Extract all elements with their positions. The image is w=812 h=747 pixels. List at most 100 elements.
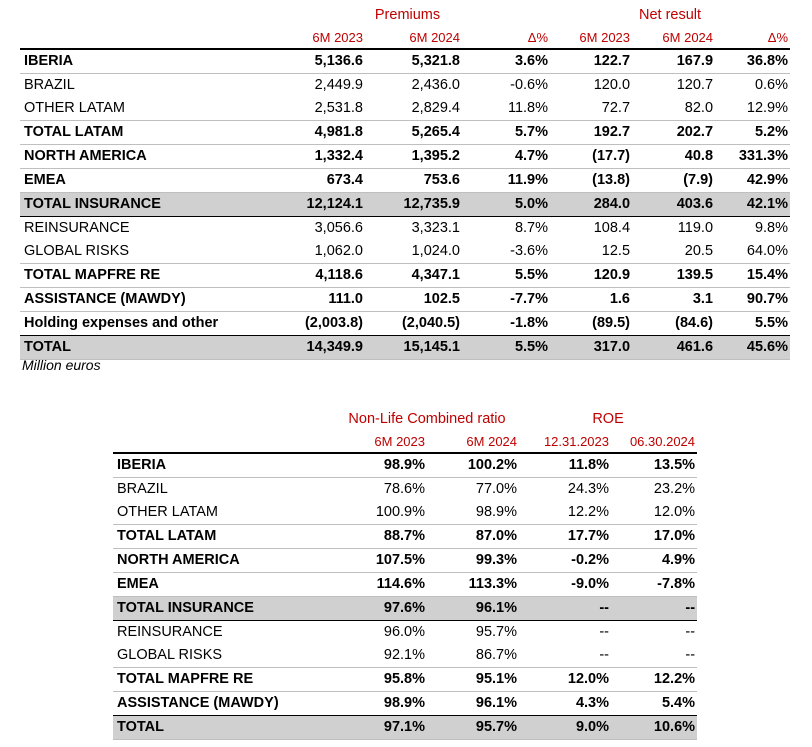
cell-prem-2024: 3,323.1 — [411, 220, 460, 236]
cell-roe-2024: -- — [611, 596, 698, 621]
cell-roe-2023: 9.0% — [519, 715, 612, 740]
cell-net-delta: 0.6% — [754, 77, 789, 93]
cell-cr-2023: 114.6% — [335, 572, 427, 597]
cell-prem-2023: 3,056.6 — [314, 220, 363, 236]
table2-col-header-cr-2023: 6M 2023 — [335, 430, 427, 454]
cell-net-2023: 120.9 — [550, 263, 633, 288]
cell-prem-2023: 4,981.8 — [265, 120, 365, 145]
table-row: EMEA 673.4 753.6 11.9% (13.8) (7.9) 42.9% — [20, 168, 791, 193]
cell-roe-2024: 17.0% — [611, 524, 698, 549]
cell-cr-2024: 95.1% — [427, 667, 520, 692]
table-row: BRAZIL 78.6% 77.0% 24.3% 23.2% — [113, 478, 697, 502]
table1-body: IBERIA 5,136.6 5,321.8 3.6% 122.7 167.9 36.8% B… — [20, 49, 791, 360]
cell-cr-2023: 96.0% — [383, 624, 425, 640]
cell-cr-2024: 113.3% — [427, 572, 520, 597]
row-label: REINSURANCE — [117, 624, 223, 640]
table1-col-header-name — [20, 26, 265, 50]
cell-net-2023: 122.7 — [550, 49, 633, 74]
cell-prem-2023: 5,136.6 — [265, 49, 365, 74]
cell-roe-2023: -- — [599, 624, 610, 640]
cell-cr-2024: 99.3% — [427, 548, 520, 573]
cell-prem-2023: 4,118.6 — [265, 263, 365, 288]
cell-net-2023: 317.0 — [550, 335, 633, 360]
cell-cr-2024: 95.7% — [475, 624, 518, 640]
cell-cr-2024: 87.0% — [427, 524, 520, 549]
table-row: IBERIA 5,136.6 5,321.8 3.6% 122.7 167.9 36.8% — [20, 49, 791, 74]
row-label: REINSURANCE — [24, 220, 130, 236]
cell-roe-2024: 5.4% — [611, 691, 698, 716]
table2-head: Non-Life Combined ratio ROE 6M 2023 6M 202… — [113, 408, 698, 454]
cell-roe-2023: 24.3% — [567, 481, 610, 497]
cell-prem-delta: 5.5% — [462, 335, 551, 360]
cell-roe-2024: -- — [685, 624, 696, 640]
row-label: TOTAL — [20, 335, 265, 360]
cell-prem-2023: 1,062.0 — [265, 240, 365, 264]
row-label: ASSISTANCE (MAWDY) — [113, 691, 335, 716]
table2-group-header-roe: ROE — [592, 411, 624, 427]
cell-prem-delta: 3.6% — [462, 49, 551, 74]
cell-cr-2023: 97.6% — [335, 596, 427, 621]
cell-prem-2023: 14,349.9 — [265, 335, 365, 360]
table2-group-header-spacer — [113, 408, 335, 430]
cell-prem-delta: -1.8% — [462, 311, 551, 336]
cell-prem-2023: (2,003.8) — [265, 311, 365, 336]
cell-net-delta: 9.8% — [754, 220, 789, 236]
cell-roe-2023: -- — [519, 644, 612, 668]
cell-prem-delta: 11.9% — [462, 168, 551, 193]
cell-prem-delta: 8.7% — [514, 220, 549, 236]
cell-roe-2024: 23.2% — [653, 481, 696, 497]
table-row: OTHER LATAM 2,531.8 2,829.4 11.8% 72.7 82.0 12… — [20, 97, 791, 121]
table1-col-header-net-2023: 6M 2023 — [550, 26, 633, 50]
cell-prem-2023: 2,531.8 — [265, 97, 365, 121]
cell-prem-2024: 5,321.8 — [365, 49, 462, 74]
table-row: TOTAL MAPFRE RE 95.8% 95.1% 12.0% 12.2% — [113, 667, 698, 692]
cell-net-delta: 90.7% — [715, 287, 791, 312]
cell-prem-2024: 15,145.1 — [365, 335, 462, 360]
table-row: GLOBAL RISKS 1,062.0 1,024.0 -3.6% 12.5 20.5 6… — [20, 240, 791, 264]
row-label: IBERIA — [20, 49, 265, 74]
cell-prem-2024: 4,347.1 — [365, 263, 462, 288]
row-label: OTHER LATAM — [20, 97, 265, 121]
cell-net-2023: 12.5 — [550, 240, 633, 264]
cell-roe-2023: 11.8% — [519, 453, 612, 478]
cell-net-delta: 15.4% — [715, 263, 791, 288]
cell-net-2024: 403.6 — [632, 192, 716, 217]
cell-net-2024: 3.1 — [632, 287, 716, 312]
cell-roe-2024: -7.8% — [611, 572, 698, 597]
cell-cr-2024: 95.7% — [427, 715, 520, 740]
table1-group-header-row: Premiums Net result — [20, 4, 790, 26]
table-row: TOTAL LATAM 4,981.8 5,265.4 5.7% 192.7 202.7 5… — [20, 120, 791, 145]
row-label: BRAZIL — [24, 77, 75, 93]
cell-prem-delta: 5.5% — [462, 263, 551, 288]
cell-net-2024: 139.5 — [632, 263, 716, 288]
premiums-net-result-table: Premiums Net result 6M 2023 6M 2024 Δ% 6M 20… — [20, 4, 791, 360]
cell-net-2024: (84.6) — [632, 311, 716, 336]
row-label: EMEA — [113, 572, 335, 597]
cell-net-delta: 64.0% — [715, 240, 791, 264]
cell-cr-2024: 100.2% — [427, 453, 520, 478]
table2-col-header-roe-2024: 06.30.2024 — [611, 430, 698, 454]
cell-roe-2023: -9.0% — [519, 572, 612, 597]
row-label: TOTAL MAPFRE RE — [113, 667, 335, 692]
row-label: NORTH AMERICA — [20, 144, 265, 169]
cell-prem-2024: 2,436.0 — [411, 77, 460, 93]
cell-roe-2024: 10.6% — [611, 715, 698, 740]
table-row: Holding expenses and other (2,003.8) (2,04… — [20, 311, 791, 336]
table2-col-header-roe-2023: 12.31.2023 — [519, 430, 612, 454]
cell-roe-2023: 12.2% — [519, 501, 612, 525]
table-row: TOTAL MAPFRE RE 4,118.6 4,347.1 5.5% 120.9 13… — [20, 263, 791, 288]
cell-cr-2024: 96.1% — [427, 596, 520, 621]
table2-body: IBERIA 98.9% 100.2% 11.8% 13.5% BRAZIL 78.6% 77… — [113, 453, 698, 740]
cell-net-delta: 5.2% — [715, 120, 791, 145]
cell-prem-2024: 753.6 — [365, 168, 462, 193]
cell-cr-2023: 92.1% — [335, 644, 427, 668]
cell-cr-2023: 95.8% — [335, 667, 427, 692]
cell-prem-2024: 2,829.4 — [365, 97, 462, 121]
cell-roe-2023: 12.0% — [519, 667, 612, 692]
cell-cr-2023: 107.5% — [335, 548, 427, 573]
cell-prem-delta: 11.8% — [462, 97, 551, 121]
table-row: TOTAL 97.1% 95.7% 9.0% 10.6% — [113, 715, 698, 740]
table-row: TOTAL LATAM 88.7% 87.0% 17.7% 17.0% — [113, 524, 698, 549]
cell-prem-delta: 4.7% — [462, 144, 551, 169]
row-label: ASSISTANCE (MAWDY) — [20, 287, 265, 312]
